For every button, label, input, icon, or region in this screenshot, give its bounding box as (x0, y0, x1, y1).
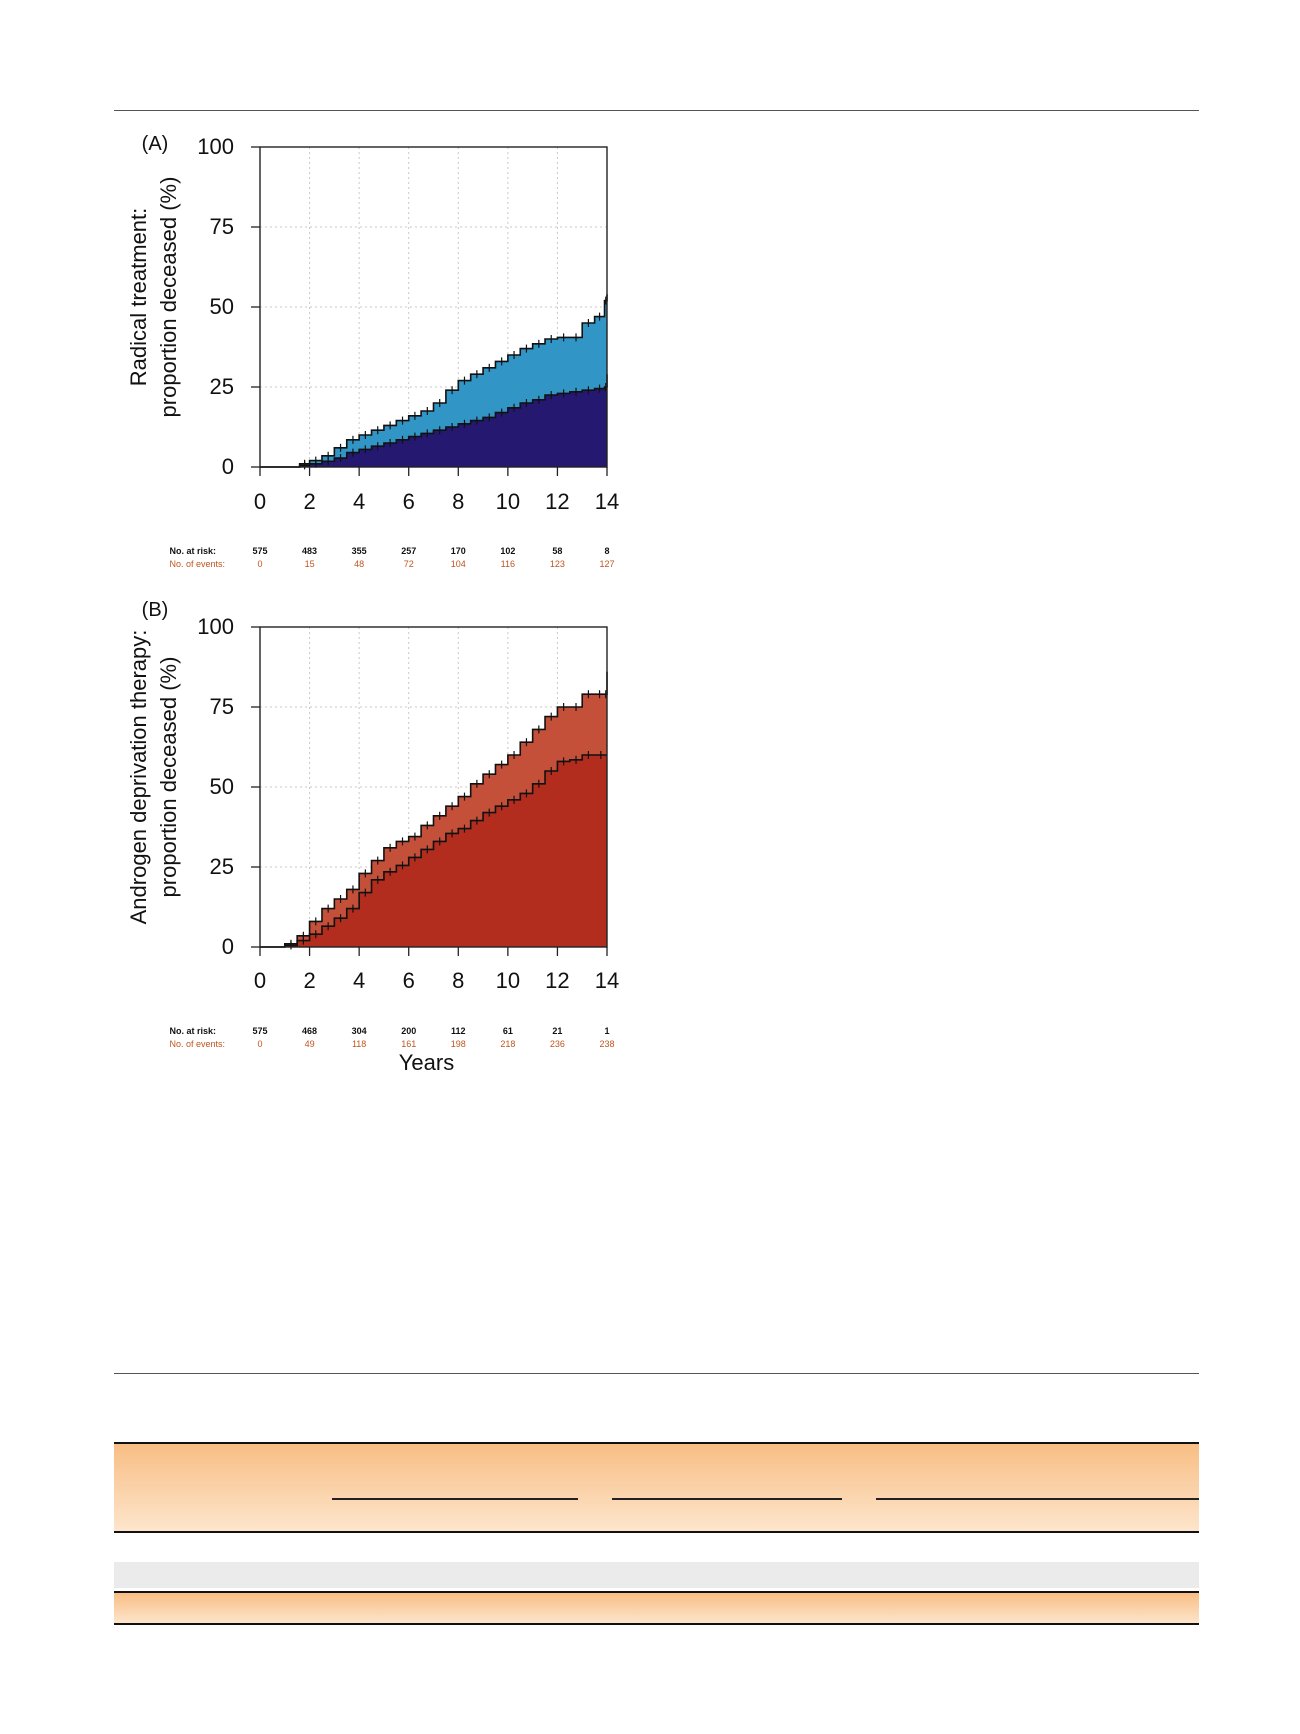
y-tick-label: 25 (210, 374, 234, 399)
at-risk-value: 61 (503, 1026, 513, 1036)
table-column-rule (876, 1498, 1199, 1500)
x-tick-label: 4 (353, 489, 365, 514)
events-value: 161 (401, 1039, 416, 1049)
events-value: 116 (501, 559, 515, 569)
y-tick-label: 100 (197, 614, 234, 639)
at-risk-value: 575 (252, 546, 267, 556)
y-tick-label: 100 (197, 134, 234, 159)
events-value: 238 (599, 1039, 614, 1049)
x-tick-label: 10 (496, 489, 520, 514)
y-tick-label: 25 (210, 854, 234, 879)
table-column-rule (612, 1498, 842, 1500)
at-risk-value: 102 (500, 546, 515, 556)
x-tick-label: 2 (303, 489, 315, 514)
events-value: 118 (352, 1039, 366, 1049)
events-value: 0 (257, 1039, 262, 1049)
events-value: 218 (500, 1039, 515, 1049)
events-row-label: No. of events: (169, 1039, 225, 1049)
events-value: 0 (257, 559, 262, 569)
at-risk-value: 21 (552, 1026, 562, 1036)
x-tick-label: 0 (254, 489, 266, 514)
x-tick-label: 14 (595, 968, 619, 993)
y-axis-label: proportion deceased (%) (156, 657, 181, 898)
y-tick-label: 0 (222, 934, 234, 959)
top-rule (114, 110, 1199, 111)
x-tick-label: 12 (545, 968, 569, 993)
at-risk-value: 468 (302, 1026, 317, 1036)
events-value: 104 (451, 559, 466, 569)
lower-cumulative-area (260, 755, 607, 947)
bottom-rule (114, 1373, 1199, 1374)
lower-series-line (260, 754, 607, 948)
events-row-label: No. of events: (169, 559, 225, 569)
events-value: 236 (550, 1039, 565, 1049)
x-tick-label: 8 (452, 968, 464, 993)
lower-cumulative-area (260, 374, 607, 467)
events-value: 127 (599, 559, 614, 569)
at-risk-value: 355 (352, 546, 367, 556)
x-tick-label: 0 (254, 968, 266, 993)
x-tick-label: 14 (595, 489, 619, 514)
at-risk-value: 1 (604, 1026, 609, 1036)
x-tick-label: 10 (496, 968, 520, 993)
x-tick-label: 8 (452, 489, 464, 514)
at-risk-value: 200 (401, 1026, 416, 1036)
y-tick-label: 0 (222, 454, 234, 479)
y-axis-label: proportion deceased (%) (156, 177, 181, 418)
y-tick-label: 50 (210, 774, 234, 799)
events-value: 123 (550, 559, 565, 569)
upper-series-line (260, 671, 608, 948)
x-tick-label: 2 (303, 968, 315, 993)
at-risk-value: 257 (401, 546, 416, 556)
events-value: 48 (354, 559, 364, 569)
at-risk-value: 304 (352, 1026, 367, 1036)
x-tick-label: 6 (403, 968, 415, 993)
table-shaded-row (114, 1562, 1199, 1588)
at-risk-value: 483 (302, 546, 317, 556)
at-risk-value: 112 (451, 1026, 466, 1036)
x-tick-label: 6 (403, 489, 415, 514)
events-value: 72 (404, 559, 414, 569)
at-risk-value: 58 (552, 546, 562, 556)
table-section-band (114, 1591, 1199, 1625)
x-tick-label: 12 (545, 489, 569, 514)
table-header-band (114, 1442, 1199, 1533)
x-axis-label: Years (399, 1050, 454, 1075)
y-tick-label: 50 (210, 294, 234, 319)
y-axis-label: Radical treatment: (126, 208, 151, 387)
y-tick-label: 75 (210, 214, 234, 239)
panel-label: (B) (142, 599, 169, 621)
at-risk-value: 8 (604, 546, 609, 556)
at-risk-row-label: No. at risk: (169, 546, 216, 556)
events-value: 15 (305, 559, 315, 569)
x-tick-label: 4 (353, 968, 365, 993)
at-risk-value: 575 (252, 1026, 267, 1036)
upper-series-line (260, 294, 608, 468)
y-tick-label: 75 (210, 694, 234, 719)
panel-label: (A) (142, 133, 169, 155)
at-risk-value: 170 (451, 546, 466, 556)
table-column-rule (332, 1498, 578, 1500)
at-risk-row-label: No. at risk: (169, 1026, 216, 1036)
y-axis-label: Androgen deprivation therapy: (126, 630, 151, 925)
events-value: 198 (451, 1039, 466, 1049)
events-value: 49 (305, 1039, 315, 1049)
